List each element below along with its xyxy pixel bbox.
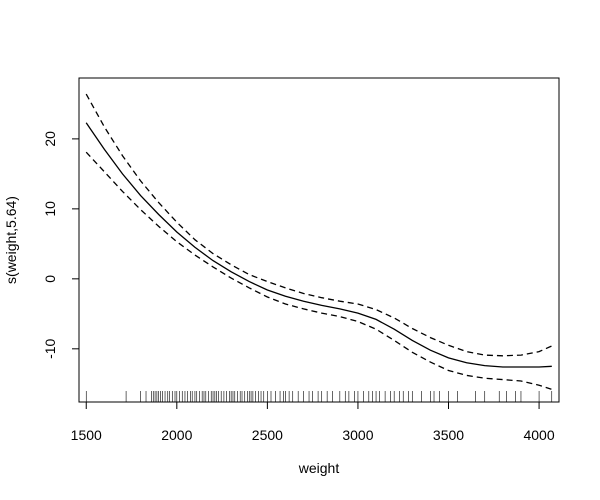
- confidence-band-line-2: [85, 151, 553, 391]
- x-tick-label: 2500: [252, 427, 283, 443]
- x-tick-label: 3500: [433, 427, 464, 443]
- x-axis: 1500 2000 2500 3000 3500 4000: [71, 401, 555, 443]
- x-tick-label: 4000: [523, 427, 554, 443]
- plot-frame: [78, 77, 560, 403]
- x-axis-title: weight: [298, 460, 340, 476]
- x-tick-label: 1500: [71, 427, 102, 443]
- x-tick-label: 3000: [342, 427, 373, 443]
- smooth-estimate-line: [85, 122, 552, 368]
- confidence-band-line-1: [85, 93, 553, 357]
- y-tick-label: -10: [42, 338, 58, 358]
- smooth-curves: [85, 93, 553, 391]
- y-tick-label: 20: [42, 131, 58, 147]
- y-tick-label: 0: [42, 275, 58, 283]
- x-tick-label: 2000: [161, 427, 192, 443]
- y-axis: -10 0 10 20: [42, 131, 80, 359]
- y-axis-title: s(weight,5.64): [3, 196, 19, 284]
- rug-marks: [85, 391, 553, 402]
- y-tick-label: 10: [42, 201, 58, 217]
